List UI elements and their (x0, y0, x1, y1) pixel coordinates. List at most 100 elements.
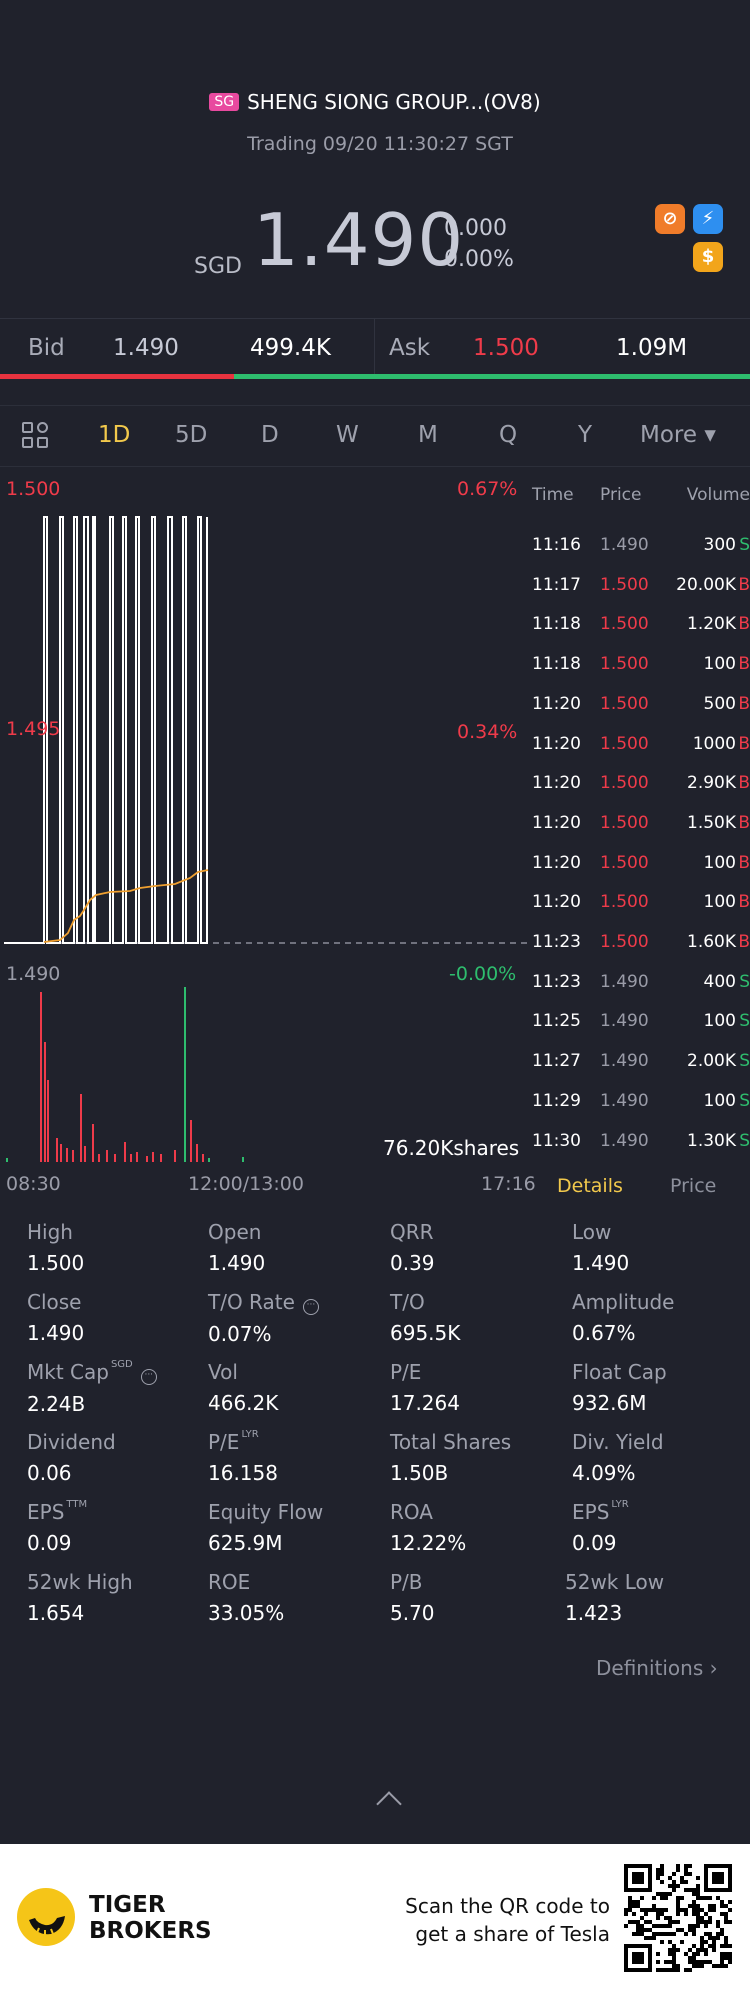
ask-label: Ask (389, 335, 431, 361)
ts-volume: 400 (703, 971, 736, 992)
ask-volume-bar (234, 374, 750, 379)
layout-grid-icon[interactable] (22, 422, 50, 450)
stat-label: ROA (390, 1500, 560, 1524)
stat-label-text: ROA (390, 1500, 433, 1524)
stat-item: 52wk High 1.654 (27, 1570, 197, 1625)
stat-value: 466.2K (208, 1391, 279, 1415)
ts-time: 11:23 (532, 932, 581, 952)
market-badge: SG (209, 93, 240, 111)
tab-m[interactable]: M (418, 422, 438, 448)
tab-d[interactable]: D (261, 422, 279, 448)
ts-price: 1.500 (600, 614, 649, 635)
stat-value: 1.490 (27, 1321, 85, 1345)
stat-label: EPS TTM (27, 1499, 197, 1524)
stat-item: Open 1.490 (208, 1220, 378, 1275)
ts-volume: 1.30K (687, 1130, 736, 1151)
tab-q[interactable]: Q (499, 422, 518, 448)
ts-side: S (739, 1090, 750, 1111)
tab-1d[interactable]: 1D (98, 422, 131, 448)
stat-label: T/O Rate ··· (208, 1290, 378, 1315)
ts-price: 1.500 (600, 733, 649, 754)
ts-side: S (739, 535, 750, 555)
chevron-up-icon[interactable] (376, 1791, 402, 1817)
definitions-link[interactable]: Definitions › (596, 1656, 718, 1680)
ts-price: 1.500 (600, 693, 649, 714)
tab-5d[interactable]: 5D (175, 422, 208, 448)
ts-row: 11:23 1.500 1.60K B (528, 932, 750, 962)
stock-title[interactable]: SG SHENG SIONG GROUP...(OV8) (0, 90, 750, 114)
volume-bar (92, 1124, 94, 1162)
ts-time: 11:20 (532, 852, 581, 873)
tab-details[interactable]: Details (557, 1175, 623, 1197)
no-short-icon[interactable]: ⊘ (655, 204, 685, 234)
volume-bar (6, 1158, 8, 1162)
brand-line-1: TIGER (89, 1892, 166, 1918)
stat-label: Equity Flow (208, 1500, 378, 1524)
tab-w[interactable]: W (336, 422, 359, 448)
ts-price: 1.500 (600, 773, 649, 794)
ts-row: 11:23 1.490 400 S (528, 972, 750, 1002)
dollar-icon[interactable]: $ (693, 242, 723, 272)
volume-bar (80, 1094, 82, 1162)
ts-row: 11:29 1.490 100 S (528, 1091, 750, 1121)
stat-label: ROE (208, 1570, 378, 1594)
tab-more[interactable]: More ▾ (640, 422, 716, 448)
ts-time: 11:20 (532, 773, 581, 794)
volume-bar (98, 1154, 100, 1162)
tab-y[interactable]: Y (578, 422, 593, 448)
ask-size: 1.09M (616, 335, 688, 361)
stat-label-text: Amplitude (572, 1290, 675, 1314)
stat-label: Amplitude (572, 1290, 742, 1314)
qr-promo-text: Scan the QR code to get a share of Tesla (405, 1892, 610, 1948)
volume-bar (242, 1157, 244, 1162)
y-pct-low: -0.00% (449, 963, 517, 985)
x-label-open: 08:30 (6, 1173, 61, 1195)
stat-label: Open (208, 1220, 378, 1244)
ts-price: 1.490 (600, 1090, 649, 1111)
info-icon[interactable]: ··· (140, 1369, 157, 1385)
stat-value: 0.07% (208, 1322, 272, 1346)
stat-item: ROA 12.22% (390, 1500, 560, 1555)
stat-label-text: Div. Yield (572, 1430, 664, 1454)
ts-volume: 100 (703, 1090, 736, 1111)
stat-value: 625.9M (208, 1531, 283, 1555)
stat-value: 1.490 (572, 1251, 630, 1275)
ts-time: 11:18 (532, 654, 581, 675)
ts-time: 11:20 (532, 733, 581, 754)
ts-row: 11:20 1.500 1000 B (528, 734, 750, 764)
volume-bar (130, 1154, 132, 1162)
stat-superscript: SGD (110, 1359, 133, 1370)
qr-text-line-1: Scan the QR code to (405, 1894, 610, 1918)
ts-row: 11:20 1.500 1.50K B (528, 813, 750, 843)
intraday-chart[interactable]: 1.500 1.495 1.490 0.67% 0.34% -0.00% (0, 470, 750, 1210)
last-price: 1.490 (253, 198, 465, 282)
bid-ask-divider (374, 319, 375, 375)
stat-value: 2.24B (27, 1392, 86, 1416)
ts-price: 1.500 (600, 852, 649, 873)
stat-value: 1.50B (390, 1461, 449, 1485)
stat-label: P/E (390, 1360, 560, 1384)
lightning-icon[interactable]: ⚡ (693, 204, 723, 234)
stat-label-text: Total Shares (390, 1430, 512, 1454)
stat-item: T/O Rate ··· 0.07% (208, 1290, 378, 1346)
stat-label: Total Shares (390, 1430, 560, 1454)
info-icon[interactable]: ··· (302, 1299, 319, 1315)
ts-volume: 1.20K (687, 614, 736, 635)
ts-price: 1.500 (600, 654, 649, 675)
volume-bar (84, 1146, 86, 1162)
stat-label: P/B (390, 1570, 560, 1594)
qr-text-line-2: get a share of Tesla (415, 1922, 610, 1946)
stat-value: 1.490 (208, 1251, 266, 1275)
price-change: 0.000 (444, 216, 507, 241)
tab-price[interactable]: Price (670, 1175, 717, 1197)
ts-row: 11:20 1.500 100 B (528, 892, 750, 922)
stat-superscript: LYR (611, 1499, 629, 1510)
stat-value: 1.654 (27, 1601, 85, 1625)
stat-label-text: Low (572, 1220, 612, 1244)
price-volume-svg (4, 516, 528, 1162)
ts-volume: 1000 (692, 733, 736, 754)
price-lines-group (4, 516, 209, 944)
stat-item: Float Cap 932.6M (572, 1360, 742, 1415)
qr-code[interactable] (624, 1864, 732, 1972)
volume-bar (152, 1152, 154, 1162)
